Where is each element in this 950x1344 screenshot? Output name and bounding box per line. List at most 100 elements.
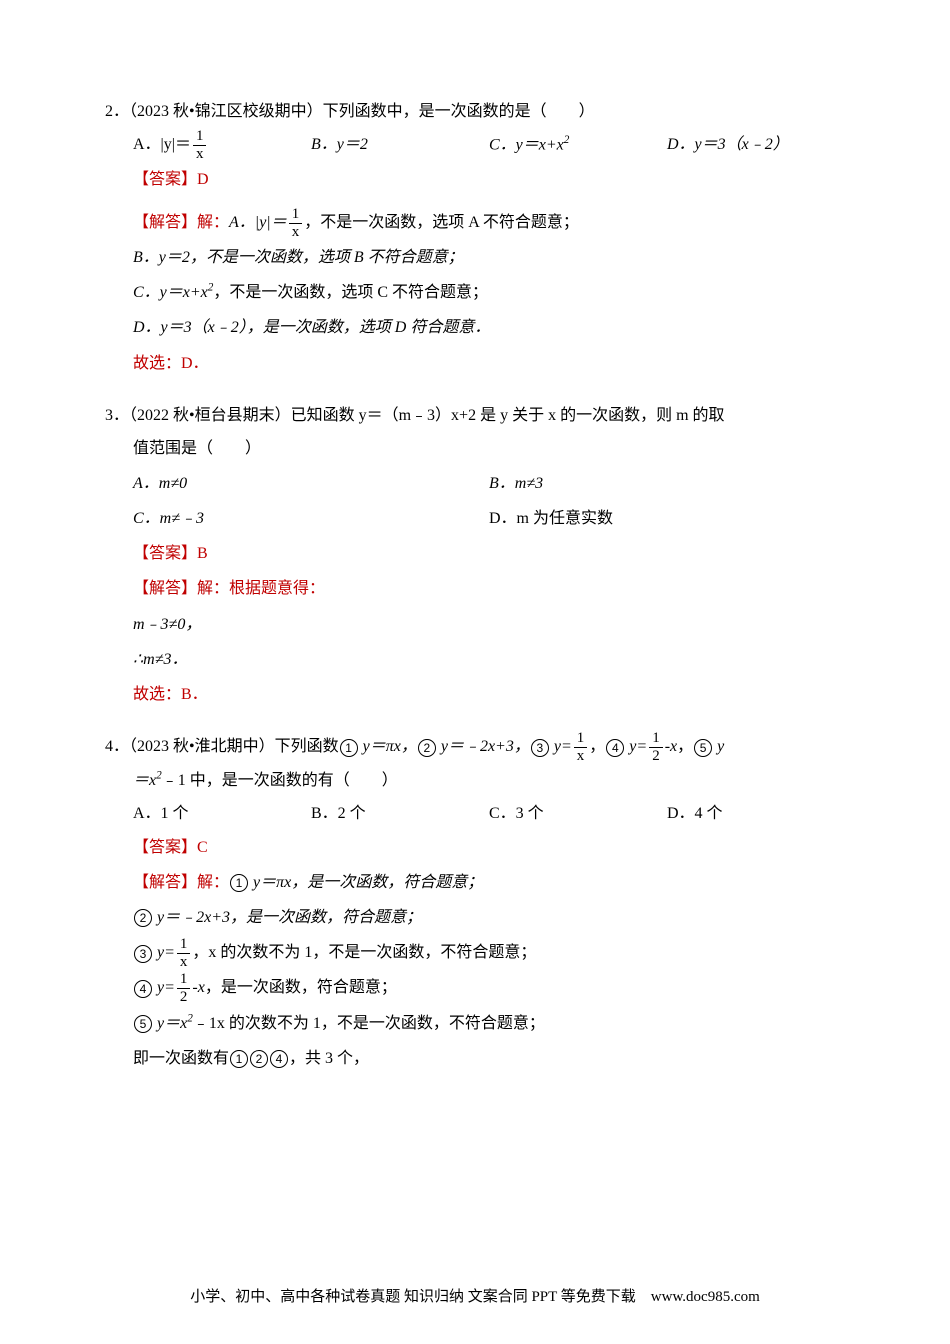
q4-explain-4: 4 y=12-x，是一次函数，符合题意； <box>105 970 845 1005</box>
q4-explain-1: 【解答】解：1 y＝πx，是一次函数，符合题意； <box>105 865 845 900</box>
q2-opt-a: A．|y|＝1x <box>133 129 311 162</box>
q4-stem-2: ＝x2﹣1 中，是一次函数的有（ ） <box>105 764 845 798</box>
q4-s2-pref: ＝x <box>133 772 156 789</box>
q4-e2: y＝﹣2x+3，是一次函数，符合题意； <box>153 909 422 926</box>
frac-num: 1 <box>574 731 588 748</box>
q3-explain-3: ∴m≠3． <box>105 642 845 677</box>
q2-ec-suf: ，不是一次函数，选项 C 不符合题意； <box>213 284 488 301</box>
circled-1: 1 <box>230 1050 248 1068</box>
q4-e3-suf: ，x 的次数不为 1，不是一次函数，不符合题意； <box>192 944 536 961</box>
q4-opt-a: A．1 个 <box>133 798 311 830</box>
circled-4: 4 <box>270 1050 288 1068</box>
q4-f4-suf: ， <box>677 738 693 755</box>
circled-2: 2 <box>134 909 152 927</box>
q2-explain-d: D．y＝3（x﹣2），是一次函数，选项 D 符合题意． <box>105 310 845 345</box>
q3-opt-b: B．m≠3 <box>489 466 845 501</box>
q4-answer: 【答案】C <box>105 830 845 865</box>
q4-f3-suf: ， <box>589 738 605 755</box>
q3-options-row2: C．m≠﹣3 D．m 为任意实数 <box>105 501 845 536</box>
q2-options: A．|y|＝1x B．y＝2 C．y＝x+x2 D．y＝3（x﹣2） <box>105 129 845 162</box>
circled-3: 3 <box>134 945 152 963</box>
frac-den: 2 <box>177 989 191 1005</box>
circled-4: 4 <box>134 980 152 998</box>
page-footer: 小学、初中、高中各种试卷真题 知识归纳 文案合同 PPT 等免费下载 www.d… <box>0 1285 950 1306</box>
q3-opt-a: A．m≠0 <box>133 466 489 501</box>
q2-ea-suf: ，不是一次函数，选项 A 不符合题意； <box>304 214 579 231</box>
q2-stem: 2．（2023 秋•锦江区校级期中）下列函数中，是一次函数的是（ ） <box>105 95 845 129</box>
fraction-1-over-x: 1x <box>574 731 588 764</box>
q4-f2: y＝﹣2x+3， <box>437 738 530 755</box>
frac-den: x <box>193 146 207 162</box>
frac-num: 1 <box>289 207 303 224</box>
circled-1: 1 <box>230 874 248 892</box>
q4-explain-3: 3 y=1x，x 的次数不为 1，不是一次函数，不符合题意； <box>105 935 845 970</box>
fraction-1-over-x: 1x <box>193 129 207 162</box>
question-2: 2．（2023 秋•锦江区校级期中）下列函数中，是一次函数的是（ ） A．|y|… <box>105 95 845 381</box>
y-equals: y= <box>157 979 175 996</box>
q2-conclusion: 故选：D． <box>105 346 845 381</box>
q4-explain-5: 5 y＝x2﹣1x 的次数不为 1，不是一次函数，不符合题意； <box>105 1006 845 1041</box>
q4-e1: y＝πx，是一次函数，符合题意； <box>249 874 483 891</box>
q2-ec-pref: C．y＝x+x <box>133 284 208 301</box>
q4-e5-suf: ﹣1x 的次数不为 1，不是一次函数，不符合题意； <box>193 1015 545 1032</box>
q3-conclusion: 故选：B． <box>105 677 845 712</box>
q2-opt-d: D．y＝3（x﹣2） <box>667 129 845 162</box>
q3-opt-c: C．m≠﹣3 <box>133 501 489 536</box>
question-4: 4．（2023 秋•淮北期中）下列函数1 y＝πx，2 y＝﹣2x+3，3 y=… <box>105 730 845 1076</box>
frac-num: 1 <box>193 129 207 146</box>
q4-stem-1: 4．（2023 秋•淮北期中）下列函数1 y＝πx，2 y＝﹣2x+3，3 y=… <box>105 730 845 764</box>
q2-ea-pref: A．|y|＝ <box>229 214 287 231</box>
q4-opt-d: D．4 个 <box>667 798 845 830</box>
q4-e5-pref: y＝x <box>153 1015 187 1032</box>
q2-explain-b: B．y＝2，不是一次函数，选项 B 不符合题意； <box>105 240 845 275</box>
q4-f5: y <box>713 738 724 755</box>
frac-den: x <box>289 224 303 240</box>
q3-options-row1: A．m≠0 B．m≠3 <box>105 466 845 501</box>
frac-num: 1 <box>177 937 191 954</box>
q2-opt-c: C．y＝x+x2 <box>489 129 667 162</box>
q4-f1: y＝πx， <box>359 738 417 755</box>
circled-2: 2 <box>250 1050 268 1068</box>
q3-stem-2: 值范围是（ ） <box>105 432 845 466</box>
q4-opt-b: B．2 个 <box>311 798 489 830</box>
circled-1: 1 <box>340 739 358 757</box>
fraction-1-over-x: 1x <box>177 937 191 970</box>
q2-answer: 【答案】D <box>105 162 845 197</box>
q3-explain-1: 【解答】解：根据题意得： <box>105 571 845 606</box>
circled-2: 2 <box>418 739 436 757</box>
q4-explain-2: 2 y＝﹣2x+3，是一次函数，符合题意； <box>105 900 845 935</box>
y-equals: y= <box>629 738 647 755</box>
fraction-1-over-2: 12 <box>649 731 663 764</box>
frac-den: 2 <box>649 748 663 764</box>
superscript-2: 2 <box>564 134 570 146</box>
fraction-1-over-x: 1x <box>289 207 303 240</box>
circled-3: 3 <box>531 739 549 757</box>
q2-explain-a: 【解答】解：A．|y|＝1x，不是一次函数，选项 A 不符合题意； <box>105 205 845 240</box>
circled-4: 4 <box>606 739 624 757</box>
q3-stem-1: 3．（2022 秋•桓台县期末）已知函数 y＝（m﹣3）x+2 是 y 关于 x… <box>105 399 845 433</box>
y-equals: y= <box>157 944 175 961</box>
q4-s2-suf: ﹣1 中，是一次函数的有（ ） <box>162 772 398 789</box>
frac-num: 1 <box>177 972 191 989</box>
circled-5: 5 <box>134 1015 152 1033</box>
frac-num: 1 <box>649 731 663 748</box>
q2-opt-b: B．y＝2 <box>311 129 489 162</box>
question-3: 3．（2022 秋•桓台县期末）已知函数 y＝（m﹣3）x+2 是 y 关于 x… <box>105 399 845 713</box>
minus-x: -x <box>665 738 677 755</box>
q2-exp-prefix: 【解答】解： <box>133 214 229 231</box>
q4-exp-prefix: 【解答】解： <box>133 874 229 891</box>
q4-opt-c: C．3 个 <box>489 798 667 830</box>
frac-den: x <box>177 954 191 970</box>
minus-x: -x <box>192 979 204 996</box>
frac-den: x <box>574 748 588 764</box>
q4-stem-prefix: 4．（2023 秋•淮北期中）下列函数 <box>105 738 339 755</box>
q4-conc-suf: ，共 3 个， <box>289 1050 369 1067</box>
q2-a-prefix: A．|y|＝ <box>133 136 191 153</box>
fraction-1-over-2: 12 <box>177 972 191 1005</box>
q4-conc-pref: 即一次函数有 <box>133 1050 229 1067</box>
q2-explain-c: C．y＝x+x2，不是一次函数，选项 C 不符合题意； <box>105 275 845 310</box>
q4-options: A．1 个 B．2 个 C．3 个 D．4 个 <box>105 798 845 830</box>
q3-explain-2: m﹣3≠0， <box>105 607 845 642</box>
q3-answer: 【答案】B <box>105 536 845 571</box>
y-equals: y= <box>554 738 572 755</box>
